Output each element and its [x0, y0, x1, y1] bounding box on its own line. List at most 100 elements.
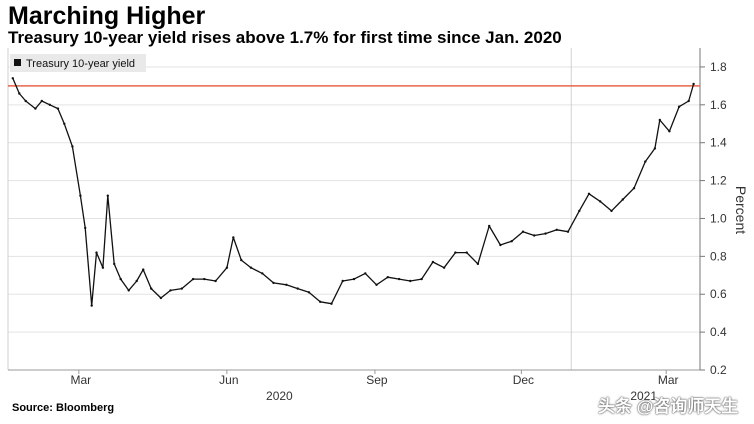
data-point — [48, 103, 51, 107]
data-point — [34, 107, 37, 110]
data-point — [225, 266, 229, 269]
data-point — [79, 194, 82, 197]
data-point — [307, 291, 311, 294]
data-point — [465, 251, 468, 254]
data-point — [113, 262, 116, 266]
data-point — [24, 99, 27, 103]
data-point — [272, 281, 275, 285]
x-tick-label: Jun — [219, 373, 238, 387]
data-point — [101, 266, 105, 269]
data-point — [232, 236, 235, 239]
y-tick-label: 0.8 — [710, 249, 727, 263]
data-point — [119, 277, 122, 281]
x-tick-label: Mar — [658, 373, 679, 387]
data-point — [687, 99, 690, 103]
data-point — [142, 268, 145, 271]
data-point — [95, 251, 98, 254]
data-point — [386, 276, 389, 279]
data-point — [18, 92, 21, 95]
data-point — [610, 209, 613, 213]
data-point — [352, 277, 356, 281]
data-point — [169, 289, 172, 292]
watermark: 头条 @咨询师天生 — [598, 397, 739, 416]
gridlines — [7, 48, 700, 371]
data-point — [84, 226, 87, 230]
data-point — [587, 192, 591, 195]
data-point — [191, 277, 195, 281]
legend-swatch — [14, 59, 21, 66]
data-point — [240, 258, 243, 262]
data-point — [533, 234, 536, 237]
x-axis: Mar Jun Sep Dec Mar 2020 2021 — [8, 369, 700, 403]
data-point — [409, 279, 412, 283]
y-tick-label: 1.2 — [710, 174, 727, 188]
data-point — [397, 277, 401, 281]
data-point — [296, 287, 299, 290]
data-point — [56, 107, 60, 110]
data-point — [71, 145, 74, 148]
data-point — [249, 266, 253, 269]
data-point — [668, 130, 671, 133]
data-point — [632, 187, 636, 190]
data-point — [544, 232, 547, 235]
data-point — [180, 287, 183, 290]
data-point — [442, 266, 446, 269]
data-point — [510, 240, 513, 243]
data-point — [476, 262, 480, 266]
data-point — [454, 251, 457, 254]
data-point — [653, 147, 657, 150]
y-tick-label: 1.6 — [710, 98, 727, 112]
y-tick-label: 1.8 — [710, 60, 727, 74]
y-axis-title: Percent — [733, 186, 749, 234]
data-point — [599, 200, 602, 203]
data-point — [488, 224, 491, 228]
data-point — [11, 77, 14, 80]
data-point — [159, 296, 163, 300]
data-point — [521, 230, 525, 233]
data-point — [261, 272, 264, 275]
data-point — [203, 277, 206, 281]
data-point — [319, 300, 322, 303]
data-point — [499, 243, 502, 247]
data-point — [658, 118, 661, 122]
legend-label: Treasury 10-year yield — [26, 58, 135, 70]
data-point — [285, 283, 288, 286]
x-tick-label: Mar — [70, 373, 91, 387]
data-point — [431, 260, 435, 264]
data-point — [90, 304, 93, 307]
data-point — [330, 302, 333, 305]
data-point — [555, 228, 558, 231]
series-line — [12, 78, 695, 307]
year-label: 2020 — [266, 389, 293, 403]
data-point — [364, 272, 367, 275]
data-point — [644, 160, 647, 163]
y-tick-label: 0.6 — [710, 287, 727, 301]
y-tick-label: 0.2 — [710, 363, 727, 377]
chart-title: Marching Higher — [8, 2, 206, 30]
data-point — [566, 230, 570, 233]
legend: Treasury 10-year yield — [10, 54, 146, 72]
source-note: Source: Bloomberg — [12, 402, 115, 414]
data-point — [135, 279, 138, 283]
legend-box — [10, 54, 146, 72]
data-point — [692, 82, 695, 86]
data-point — [420, 277, 423, 281]
y-axis: 0.2 0.4 0.6 0.8 1.0 1.2 1.4 1.6 1.8 — [699, 48, 727, 377]
data-point — [40, 99, 43, 103]
data-point — [341, 279, 344, 283]
data-point — [150, 287, 153, 290]
data-point — [677, 105, 681, 108]
data-point — [106, 194, 110, 197]
data-point — [621, 198, 624, 201]
data-point — [214, 279, 217, 283]
data-point — [127, 289, 130, 292]
series-group — [11, 77, 695, 307]
data-point — [578, 209, 581, 213]
x-tick-label: Dec — [513, 373, 534, 387]
data-point — [63, 122, 66, 126]
y-tick-label: 1.0 — [710, 211, 727, 225]
data-point — [375, 283, 378, 286]
y-tick-label: 0.4 — [710, 325, 727, 339]
y-tick-label: 1.4 — [710, 136, 727, 150]
